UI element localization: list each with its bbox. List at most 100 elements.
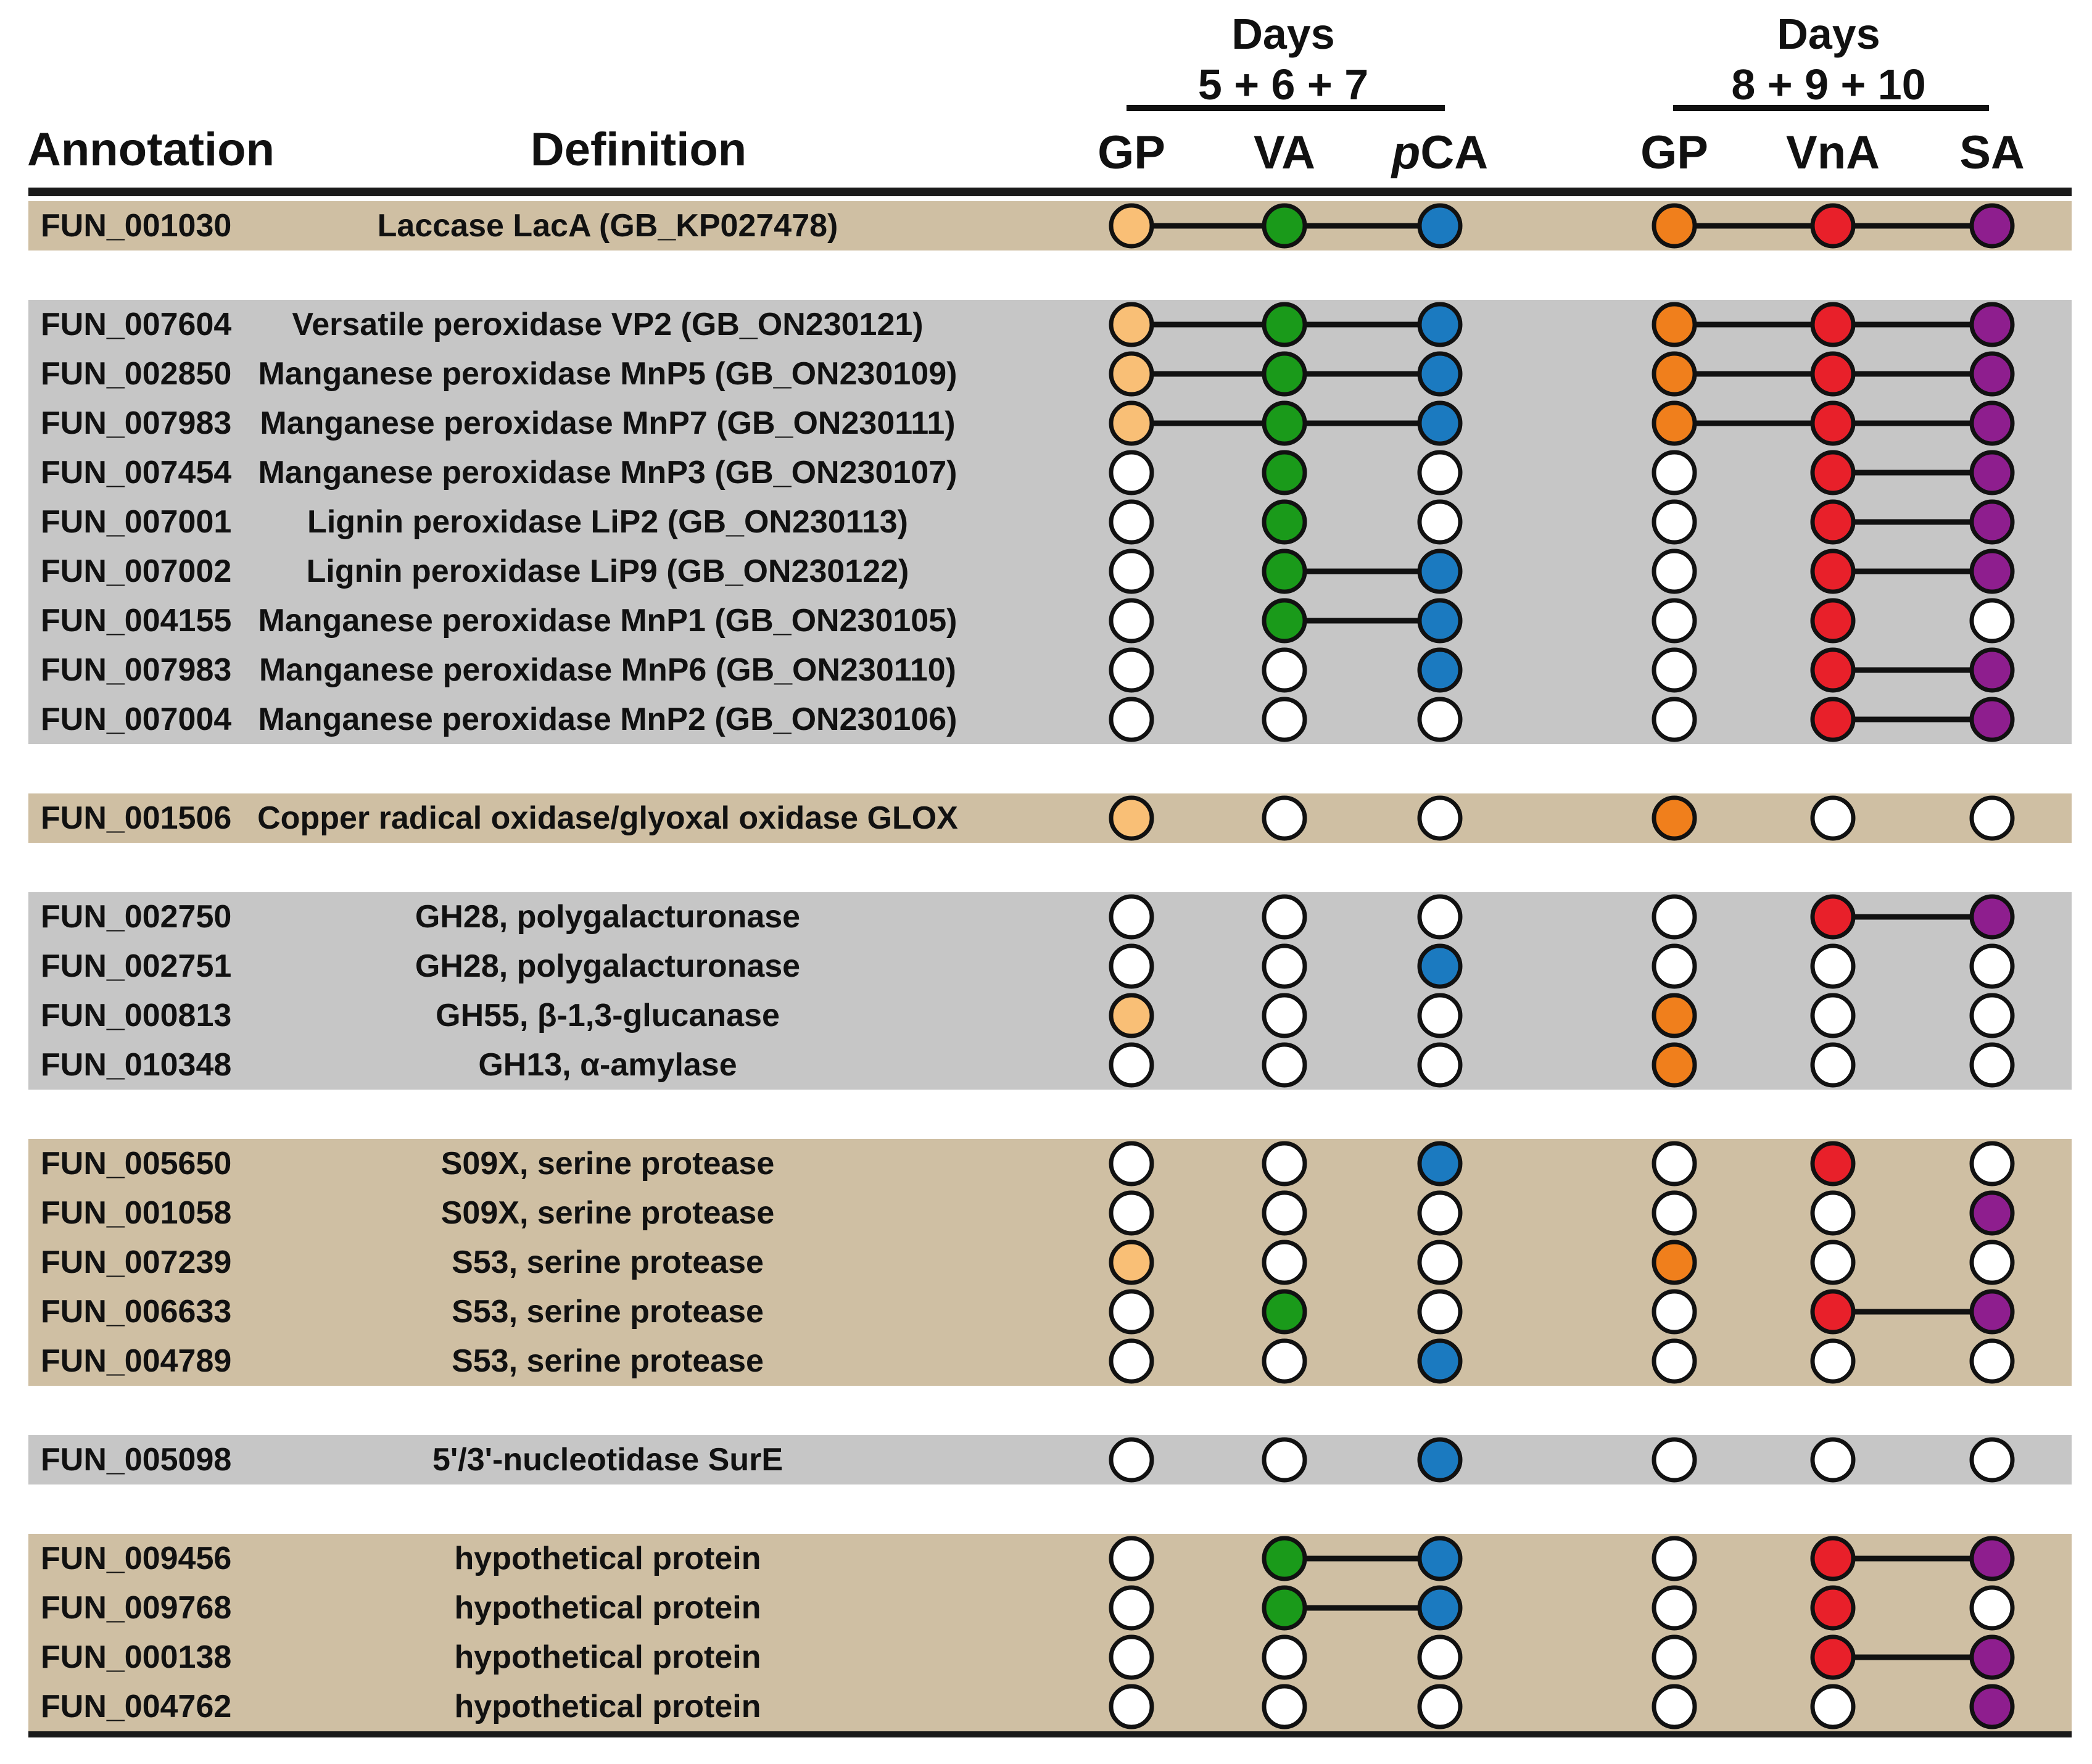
presence-dot-sa-present [1969,1634,2015,1680]
column-header-label: GP [1098,126,1165,179]
definition-cell: Lignin peroxidase LiP2 (GB_ON230113) [307,504,908,540]
presence-dot-pca-present [1417,598,1463,644]
presence-dot-va-absent [1262,1240,1307,1285]
presence-dot-pca-present [1417,302,1463,347]
group2-days-header: Days 8 + 9 + 10 [1643,9,2014,110]
presence-dot-gp2-absent [1652,499,1697,545]
group2-days-range: 8 + 9 + 10 [1731,60,1926,109]
presence-dot-va-present [1262,450,1307,495]
presence-dot-gp1-absent [1109,1536,1154,1581]
definition-cell: GH28, polygalacturonase [415,948,801,984]
presence-dot-sa-absent [1969,1338,2015,1384]
annotation-cell: FUN_007983 [41,652,232,688]
presence-dot-gp1-absent [1109,1437,1154,1483]
presence-dot-va-absent [1262,993,1307,1038]
presence-dot-sa-absent [1969,1437,2015,1483]
definition-cell: S09X, serine protease [440,1146,775,1182]
presence-dot-vna-absent [1810,1042,1856,1088]
definition-cell: GH13, α-amylase [478,1047,737,1083]
presence-dot-gp1-absent [1109,1684,1154,1729]
presence-dot-gp1-absent [1109,943,1154,989]
presence-dot-gp1-present [1109,203,1154,249]
presence-dot-va-absent [1262,1437,1307,1483]
group2-underline [1673,105,1989,111]
presence-dot-sa-present [1969,302,2015,347]
presence-dot-gp1-present [1109,1240,1154,1285]
presence-dot-gp1-absent [1109,1042,1154,1088]
presence-dot-gp2-present [1652,795,1697,841]
presence-dot-gp1-absent [1109,1338,1154,1384]
presence-dot-sa-present [1969,1190,2015,1236]
presence-dot-pca-absent [1417,1190,1463,1236]
presence-dot-sa-present [1969,351,2015,397]
presence-dot-va-absent [1262,1190,1307,1236]
definition-cell: hypothetical protein [454,1689,761,1725]
definition-cell: Laccase LacA (GB_KP027478) [377,208,838,244]
presence-dot-gp1-present [1109,795,1154,841]
definition-cell: Manganese peroxidase MnP5 (GB_ON230109) [258,356,957,392]
presence-dot-gp1-present [1109,351,1154,397]
presence-dot-gp2-absent [1652,1338,1697,1384]
annotation-cell: FUN_007604 [41,307,232,342]
presence-dot-pca-present [1417,647,1463,693]
annotation-cell: FUN_000138 [41,1639,232,1675]
column-header-label: VA [1254,126,1315,179]
presence-dot-gp1-absent [1109,1190,1154,1236]
definition-cell: Manganese peroxidase MnP6 (GB_ON230110) [258,652,957,688]
presence-dot-va-present [1262,598,1307,644]
presence-dot-pca-absent [1417,1289,1463,1335]
presence-dot-sa-absent [1969,943,2015,989]
presence-dot-vna-absent [1810,795,1856,841]
definition-cell: Lignin peroxidase LiP9 (GB_ON230122) [306,553,909,589]
presence-dot-gp1-absent [1109,697,1154,742]
presence-dot-gp1-present [1109,302,1154,347]
annotation-cell: FUN_002750 [41,899,232,935]
presence-dot-vna-present [1810,598,1856,644]
definition-cell: GH28, polygalacturonase [415,899,801,935]
presence-dot-vna-present [1810,1289,1856,1335]
presence-dot-va-absent [1262,1141,1307,1186]
presence-dot-va-absent [1262,1684,1307,1729]
presence-dot-vna-absent [1810,1684,1856,1729]
presence-dot-pca-absent [1417,894,1463,940]
presence-dot-sa-absent [1969,1240,2015,1285]
presence-dot-gp2-absent [1652,450,1697,495]
presence-dot-gp1-absent [1109,598,1154,644]
presence-dot-gp1-absent [1109,450,1154,495]
presence-dot-va-absent [1262,1338,1307,1384]
presence-dot-vna-present [1810,1634,1856,1680]
definition-cell: hypothetical protein [454,1639,761,1675]
definition-cell: S53, serine protease [452,1343,764,1379]
presence-dot-pca-present [1417,549,1463,594]
group1-days-label: Days [1231,10,1335,58]
presence-dot-vna-present [1810,302,1856,347]
definition-cell: S53, serine protease [452,1294,764,1330]
presence-dot-gp1-absent [1109,1634,1154,1680]
presence-dot-pca-present [1417,1585,1463,1631]
presence-dot-pca-absent [1417,499,1463,545]
presence-dot-sa-absent [1969,598,2015,644]
definition-cell: Manganese peroxidase MnP3 (GB_ON230107) [258,455,957,491]
presence-dot-gp2-absent [1652,647,1697,693]
definition-cell: hypothetical protein [454,1590,761,1626]
presence-dot-sa-present [1969,400,2015,446]
definition-cell: Manganese peroxidase MnP2 (GB_ON230106) [258,702,957,737]
presence-dot-vna-present [1810,1585,1856,1631]
presence-dot-pca-absent [1417,1634,1463,1680]
presence-dot-sa-absent [1969,1042,2015,1088]
presence-dot-sa-absent [1969,795,2015,841]
presence-dot-sa-present [1969,450,2015,495]
presence-dot-pca-absent [1417,450,1463,495]
presence-dot-sa-present [1969,499,2015,545]
definition-cell: Manganese peroxidase MnP1 (GB_ON230105) [258,603,957,639]
definition-cell: S53, serine protease [452,1244,764,1280]
presence-dot-pca-present [1417,203,1463,249]
presence-dot-va-absent [1262,1634,1307,1680]
annotation-cell: FUN_004762 [41,1689,232,1725]
presence-dot-gp1-absent [1109,647,1154,693]
annotation-cell: FUN_010348 [41,1047,232,1083]
presence-dot-pca-present [1417,1338,1463,1384]
presence-dot-sa-present [1969,894,2015,940]
presence-dot-vna-present [1810,203,1856,249]
